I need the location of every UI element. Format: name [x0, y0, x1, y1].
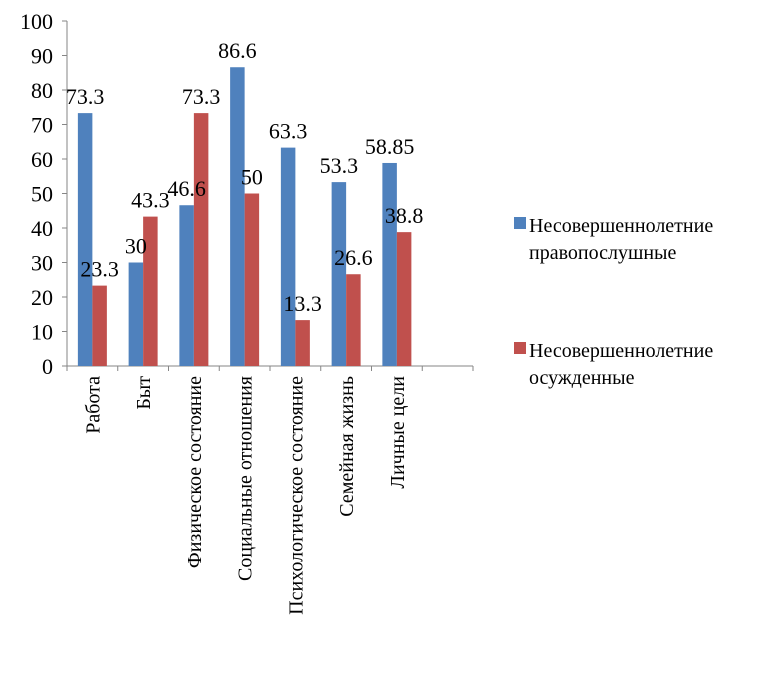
- bar-law-abiding: [230, 67, 245, 366]
- bar-convicted: [193, 113, 209, 367]
- data-label: 13.3: [283, 291, 322, 316]
- y-tick-label: 90: [31, 44, 53, 69]
- legend-text: Несовершеннолетние: [529, 215, 713, 237]
- data-label: 30: [125, 234, 147, 259]
- y-tick-label: 80: [31, 78, 53, 103]
- bar-convicted: [295, 320, 310, 366]
- bar-law-abiding: [128, 262, 144, 366]
- bar-convicted: [143, 216, 158, 366]
- bar-law-abiding: [331, 182, 347, 366]
- category-label: Семейная жизнь: [336, 376, 358, 517]
- y-tick-label: 20: [31, 285, 53, 310]
- bar-convicted: [346, 274, 361, 366]
- data-label: 46.6: [167, 176, 206, 201]
- y-tick-label: 60: [31, 147, 53, 172]
- category-label: Физическое состояние: [184, 376, 206, 568]
- category-label: Быт: [133, 376, 155, 410]
- bar-convicted: [244, 193, 260, 366]
- legend-text: Несовершеннолетние: [529, 340, 713, 362]
- data-label: 26.6: [334, 245, 373, 270]
- data-label: 58.85: [365, 134, 415, 159]
- y-tick-label: 50: [31, 182, 53, 207]
- y-tick-label: 10: [31, 320, 53, 345]
- legend-swatch: [514, 217, 526, 229]
- legend-text: правопослушные: [529, 242, 676, 264]
- data-label: 86.6: [218, 38, 257, 63]
- legend-text: осужденные: [529, 367, 635, 389]
- data-label: 23.3: [80, 257, 119, 282]
- y-tick-label: 30: [31, 251, 53, 276]
- data-label: 53.3: [320, 153, 359, 178]
- data-label: 73.3: [66, 84, 105, 109]
- data-label: 43.3: [131, 188, 170, 213]
- y-tick-label: 70: [31, 113, 53, 138]
- bars: [77, 67, 412, 367]
- legend-swatch: [514, 342, 526, 354]
- x-axis: [66, 365, 474, 371]
- category-label: Работа: [82, 376, 104, 434]
- y-tick-label: 0: [42, 354, 53, 379]
- y-tick-label: 40: [31, 216, 53, 241]
- bar-convicted: [396, 232, 412, 366]
- category-label: Психологическое состояние: [285, 376, 307, 615]
- bar-convicted: [92, 285, 107, 366]
- category-label: Личные цели: [387, 376, 409, 489]
- bar-law-abiding: [280, 147, 296, 366]
- category-label: Социальные отношения: [235, 376, 257, 581]
- y-tick-label: 100: [20, 9, 53, 34]
- data-label: 73.3: [182, 84, 221, 109]
- bar-law-abiding: [179, 205, 194, 366]
- data-label: 50: [241, 165, 263, 190]
- y-axis: 0 10 20 30 40 50 60 70 80 90 100: [20, 9, 68, 379]
- legend: Несовершеннолетние правопослушные Несоверш…: [514, 215, 713, 389]
- data-label: 38.8: [385, 203, 424, 228]
- bar-law-abiding: [382, 162, 397, 366]
- bar-law-abiding: [77, 113, 93, 367]
- category-labels: Работа Быт Физическое состояние Социальные …: [82, 376, 409, 615]
- data-label: 63.3: [269, 119, 308, 144]
